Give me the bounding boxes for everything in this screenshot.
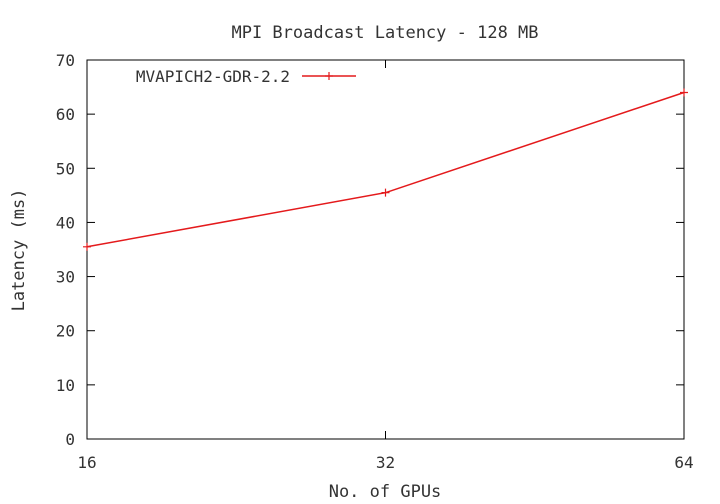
series-line	[86, 91, 685, 248]
x-axis: 16 32 64	[77, 60, 694, 472]
y-axis: 0 10 20 30 40 50 60 70	[56, 51, 684, 449]
y-tick-label: 10	[56, 376, 75, 395]
y-tick-label: 70	[56, 51, 75, 70]
legend-label: MVAPICH2-GDR-2.2	[136, 67, 290, 86]
y-tick-label: 0	[65, 430, 75, 449]
legend: MVAPICH2-GDR-2.2	[136, 67, 356, 86]
y-tick-label: 40	[56, 213, 75, 232]
y-tick-label: 20	[56, 322, 75, 341]
data-point-marker	[680, 88, 688, 97]
legend-marker-cross	[325, 72, 333, 80]
series-layer	[83, 88, 688, 251]
chart-title: MPI Broadcast Latency - 128 MB	[231, 23, 538, 43]
x-tick-label: 64	[674, 453, 693, 472]
y-tick-label: 30	[56, 268, 75, 287]
legend-point-marker	[325, 72, 333, 80]
y-tick-label: 50	[56, 159, 75, 178]
y-axis-label: Latency (ms)	[9, 189, 29, 312]
data-point-marker	[381, 188, 390, 197]
y-tick-label: 60	[56, 105, 75, 124]
x-tick-label: 16	[77, 453, 96, 472]
plot-area-frame	[86, 59, 685, 440]
x-axis-label: No. of GPUs	[329, 482, 442, 502]
data-point-marker	[83, 242, 91, 251]
x-tick-label: 32	[376, 453, 395, 472]
